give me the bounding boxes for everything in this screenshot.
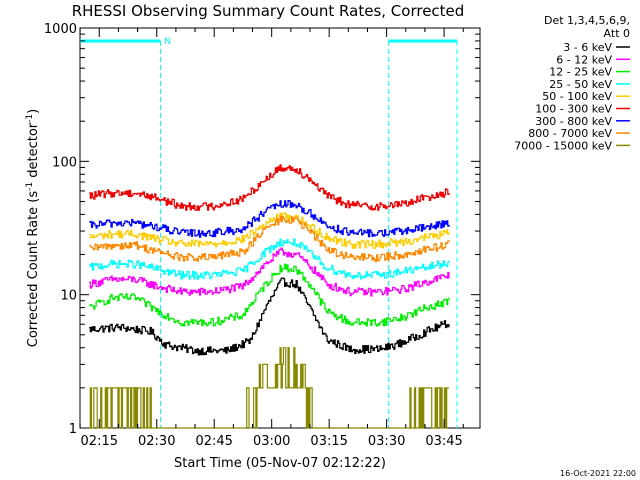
data-gaps: N [80, 37, 458, 428]
series-line [89, 238, 450, 280]
y-axis-title-sup2: -1 [25, 114, 35, 123]
series-line [89, 277, 450, 356]
legend-entry-label: 3 - 6 keV [563, 41, 612, 54]
legend-entry-label: 50 - 100 keV [542, 90, 612, 103]
plot-frame [79, 27, 481, 429]
legend-entry-label: 25 - 50 keV [549, 78, 612, 91]
plot-area [79, 27, 481, 429]
x-axis-title: Start Time (05-Nov-07 02:12:22) [174, 456, 386, 471]
x-tick-label: 02:15 [81, 434, 118, 449]
legend-entry-label: 800 - 7000 keV [528, 127, 612, 140]
y-tick-label: 1 [69, 422, 77, 437]
legend-entry-label: 100 - 300 keV [535, 103, 612, 116]
x-tick-label: 03:00 [253, 434, 290, 449]
y-axis-title-main: Corrected Count Rate (s [26, 191, 41, 348]
x-axis: 02:15 02:30 02:45 03:00 03:15 03:30 03:45 [79, 28, 464, 449]
gap-label: N [164, 37, 171, 47]
y-tick-label: 100 [52, 155, 77, 170]
series-line [89, 215, 450, 263]
series-line [89, 164, 450, 211]
legend-entry-label: 6 - 12 keV [556, 53, 612, 66]
legend-entry-label: 300 - 800 keV [535, 115, 612, 128]
series-line [89, 247, 450, 297]
y-axis-title-close: ) [26, 109, 41, 114]
x-tick-label: 02:45 [195, 434, 232, 449]
x-tick-label: 02:30 [138, 434, 175, 449]
y-axis-title: Corrected Count Rate (s-1 detector-1) [25, 109, 41, 347]
chart-title: RHESSI Observing Summary Count Rates, Co… [72, 2, 465, 20]
y-tick-label: 1000 [44, 22, 77, 37]
legend-header-line-2: Att 0 [604, 27, 630, 40]
series-line [89, 212, 450, 249]
x-tick-label: 03:30 [368, 434, 405, 449]
y-axis-title-sup: -1 [25, 182, 35, 191]
series-line [89, 347, 449, 429]
series-line [89, 263, 450, 327]
legend-header-line-1: Det 1,3,4,5,6,9, [544, 14, 630, 27]
footer-timestamp: 16-Oct-2021 22:00 [560, 469, 636, 478]
x-tick-label: 03:45 [425, 434, 462, 449]
series-line [89, 200, 450, 238]
series-lines [89, 164, 450, 429]
y-axis: 1 10 100 1000 [44, 22, 480, 437]
y-tick-label: 10 [60, 289, 77, 304]
x-tick-label: 03:15 [310, 434, 347, 449]
y-axis-title-rest: detector [26, 122, 41, 182]
legend-entry-label: 7000 - 15000 keV [514, 139, 612, 152]
legend-entry-label: 12 - 25 keV [549, 66, 612, 79]
